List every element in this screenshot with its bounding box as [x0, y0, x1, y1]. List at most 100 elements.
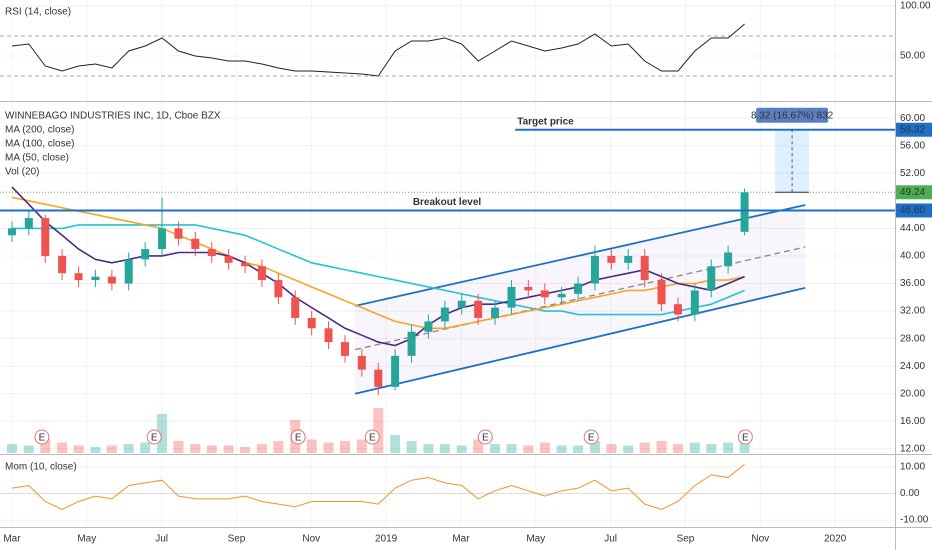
y-tick-label: 28.00	[900, 333, 925, 344]
volume-bar	[157, 414, 168, 453]
y-tick-label: 44.00	[900, 223, 925, 234]
x-tick-label: Jul	[155, 534, 168, 545]
candle-body	[491, 307, 500, 318]
candle-body	[124, 259, 133, 284]
price-label-box	[896, 185, 932, 200]
moving-average	[11, 186, 745, 347]
candle-body	[24, 218, 33, 229]
y-tick-label: 56.00	[900, 140, 925, 151]
legend-item: MA (100, close)	[5, 139, 74, 150]
volume-bar	[589, 441, 600, 453]
candle-body	[557, 293, 566, 298]
x-tick-label: Nov	[751, 534, 769, 545]
candle-body	[274, 280, 283, 298]
candle-body	[357, 355, 366, 370]
volume-bar	[456, 445, 467, 453]
candle-body	[324, 328, 333, 343]
volume-bar	[339, 441, 350, 453]
volume-bar	[323, 442, 334, 453]
volume-bar	[556, 445, 567, 453]
volume-bar	[90, 447, 101, 453]
price-label: 49.24	[900, 187, 925, 198]
x-tick-label: Sep	[677, 534, 695, 545]
volume-bar	[240, 447, 251, 453]
volume-bar	[506, 444, 517, 453]
earnings-label: E	[295, 433, 302, 444]
x-tick-label: May	[526, 534, 545, 545]
volume-bar	[689, 442, 700, 453]
candle-body	[440, 307, 449, 322]
volume-bar	[306, 439, 317, 453]
earnings-label: E	[588, 433, 595, 444]
candle-body	[174, 228, 183, 239]
candle-body	[224, 255, 233, 263]
y-tick-label: 16.00	[900, 416, 925, 427]
candle-body	[74, 273, 83, 281]
candle-body	[91, 276, 100, 281]
volume-bar	[140, 442, 151, 453]
moving-average	[11, 224, 745, 316]
price-label-box	[896, 203, 932, 218]
channel-fill	[355, 204, 806, 394]
candle-body	[507, 286, 516, 308]
candle-body	[340, 342, 349, 356]
earnings-label: E	[482, 433, 489, 444]
candle-body	[640, 255, 649, 281]
candle-body	[141, 249, 150, 260]
candle-body	[624, 255, 633, 263]
chart-title: WINNEBAGO INDUSTRIES INC, 1D, Cboe BZX	[5, 111, 221, 122]
y-tick-label: 12.00	[900, 444, 925, 455]
y-tick-label: 52.00	[900, 168, 925, 179]
candle-body	[657, 280, 666, 305]
legend-item: Vol (20)	[5, 167, 39, 178]
moving-average	[11, 196, 745, 330]
legend-item: MA (50, close)	[5, 153, 69, 164]
momentum-title: Mom (10, close)	[5, 462, 77, 473]
momentum-line	[11, 463, 745, 511]
x-tick-label: Mar	[452, 534, 470, 545]
channel-lower	[354, 287, 806, 395]
level-text: Breakout level	[413, 197, 482, 208]
price-label-box	[896, 122, 932, 137]
candle-body	[41, 218, 50, 256]
price-label: 46.60	[900, 205, 925, 216]
candle-body	[291, 297, 300, 318]
volume-bar	[273, 441, 284, 453]
y-tick-label: 50.00	[900, 51, 925, 62]
earnings-label: E	[39, 433, 46, 444]
earnings-marker	[583, 429, 599, 445]
candle-body	[524, 286, 533, 291]
volume-bar	[656, 441, 667, 453]
volume-bar	[106, 445, 117, 453]
volume-bar	[206, 445, 217, 453]
x-tick-label: 2019	[375, 534, 398, 545]
x-tick-label: Mar	[3, 534, 21, 545]
earnings-label: E	[742, 433, 749, 444]
y-tick-label: 60.00	[900, 113, 925, 124]
volume-bar	[573, 445, 584, 453]
volume-bar	[73, 445, 84, 453]
volume-bar	[490, 444, 501, 453]
earnings-marker	[34, 429, 50, 445]
volume-bar	[6, 444, 17, 453]
earnings-marker	[737, 429, 753, 445]
volume-bar	[190, 444, 201, 453]
level-text: Target price	[517, 116, 574, 127]
volume-bar	[606, 444, 617, 453]
candle-body	[540, 290, 549, 298]
x-tick-label: Jul	[604, 534, 617, 545]
volume-bar	[623, 445, 634, 453]
rsi-line	[11, 23, 745, 77]
candle-body	[257, 266, 266, 281]
candle-body	[7, 228, 16, 236]
volume-bar	[473, 439, 484, 453]
legend-item: MA (200, close)	[5, 125, 74, 136]
candle-body	[740, 192, 749, 232]
candle-body	[590, 255, 599, 284]
candle-body	[690, 290, 699, 315]
y-tick-label: 100.00	[900, 1, 931, 12]
candle-body	[158, 228, 167, 250]
candle-body	[457, 300, 466, 308]
y-tick-label: 24.00	[900, 361, 925, 372]
